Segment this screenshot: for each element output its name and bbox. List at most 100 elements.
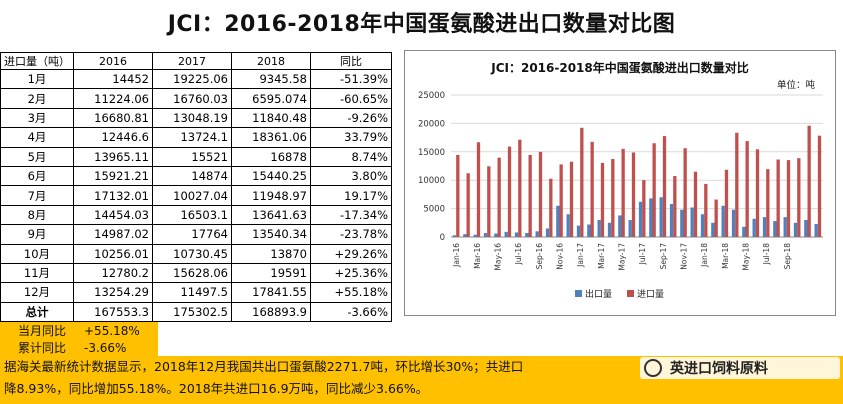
summary-row-monthly: 当月同比 +55.18% [0,322,158,339]
table-cell: 10730.45 [152,243,232,264]
table-cell: 16760.03 [152,88,232,109]
table-cell: 13540.34 [231,224,311,245]
wechat-icon [644,359,662,377]
bar-export [607,222,612,237]
y-tick-label: 10000 [418,176,445,186]
table-cell: 同比 [310,52,392,70]
table-cell: 17841.55 [231,282,311,303]
x-tick-label: Sep-18 [783,243,792,270]
table-cell: 14987.02 [73,224,153,245]
bar-import [569,161,574,237]
table-cell: 14452 [73,68,153,90]
legend-swatch [627,290,634,297]
bar-export [711,222,715,237]
bar-import [704,183,708,237]
x-tick-label: May-16 [494,243,503,271]
bar-export [556,205,560,237]
table-row: 8月 14454.03 16503.1 13641.63 -17.34% [0,204,392,226]
table-row: 2月 11224.06 16760.03 6595.074 -60.65% [0,88,392,109]
bar-import [456,154,460,237]
bar-export [742,226,746,237]
bar-export [628,219,632,237]
x-tick-label: Nov-16 [556,243,565,270]
bar-export [618,215,622,237]
table-cell: 15628.06 [152,262,232,284]
table-cell: 14874 [152,165,232,187]
legend-label: 出口量 [585,288,612,300]
x-tick-label: Mar-18 [721,243,730,269]
bar-export [494,233,498,237]
table-row: 6月 15921.21 14874 15440.25 3.80% [0,165,392,187]
table-cell: 13048.19 [152,107,232,129]
table-row: 3月 16680.81 13048.19 11840.48 -9.26% [0,107,392,129]
table-row: 5月 13965.11 15521 16878 8.74% [0,146,392,167]
note-line: 降8.93%，同比增加55.18%。2018年共进口16.9万吨，同比减少3.6… [4,381,429,396]
bar-export [804,219,808,237]
page-title: JCI：2016-2018年中国蛋氨酸进出口数量对比图 [167,12,676,37]
table-row: 12月 13254.29 11497.5 17841.55 +55.18% [0,282,392,303]
bar-import [538,151,543,237]
table-cell: -3.66% [310,301,392,323]
bar-export [483,233,488,237]
table-row: 1月 14452 19225.06 9345.58 -51.39% [0,68,392,90]
bar-export [576,225,581,237]
bar-import [755,149,760,237]
summary-label: 当月同比 [17,324,66,338]
bar-export [680,209,684,237]
bar-import [642,180,646,237]
bar-import [549,178,553,237]
table-cell: 13965.11 [73,146,153,167]
bar-export [638,201,643,237]
table-cell: 19.17% [310,185,392,206]
bar-import [797,158,801,237]
x-tick-label: Jan-18 [700,243,709,268]
x-tick-label: Jul-18 [762,243,771,266]
bar-export [463,234,467,237]
table-cell: 12446.6 [73,127,153,148]
note-line: 据海关最新统计数据显示，2018年12月我国共出口蛋氨酸2271.7吨，环比增长… [4,359,524,374]
table-cell: 7月 [0,185,74,206]
table-cell: 1月 [0,68,74,90]
bar-chart: 0 5000 10000 15000 20000 25000 Jan-16 Mar-16 May… [418,91,823,300]
y-tick-label: 5000 [423,205,445,215]
table-cell: 12月 [0,282,74,303]
table-cell: 15440.25 [231,165,311,187]
table-cell: 3.80% [310,165,392,187]
table-cell: 11840.48 [231,107,311,129]
x-tick-label: Jul-17 [638,243,647,266]
summary-value: -3.66% [84,340,127,355]
bar-import [662,136,667,237]
table-cell: 11月 [0,262,74,284]
bar-export [731,209,736,237]
table-cell: 8月 [0,204,74,226]
table-cell: -17.34% [310,204,392,226]
bar-export [700,214,705,237]
bar-export [793,222,798,237]
x-tick-label: Mar-16 [473,243,482,269]
table-cell: 11497.5 [152,282,232,303]
table-cell: +29.26% [310,243,392,264]
table-cell: 10月 [0,243,74,264]
bar-import [507,146,512,237]
table-row: 11月 12780.2 15628.06 19591 +25.36% [0,262,392,284]
table-cell: 总计 [0,301,74,323]
x-tick-label: Mar-17 [597,243,606,269]
table-cell: +55.18% [310,282,392,303]
table-cell: 168893.9 [231,301,311,323]
chart-unit: 单位：吨 [777,80,816,91]
bar-import [745,141,749,237]
y-tick-label: 0 [440,233,445,243]
import-table: 进口量（吨） 2016 2017 2018 同比 1月 14452 19225.06 9345.… [0,52,392,323]
legend-swatch [575,290,582,297]
table-cell: -9.26% [310,107,392,129]
bar-export [535,231,539,237]
bar-export [545,228,550,237]
bar-import [600,162,605,237]
bar-import [487,166,491,237]
table-cell: 2016 [73,52,153,70]
bar-export [752,218,756,237]
bar-import [518,139,522,237]
table-cell: -23.78% [310,224,392,245]
bar-import [776,159,780,237]
table-cell: 13641.63 [231,204,311,226]
